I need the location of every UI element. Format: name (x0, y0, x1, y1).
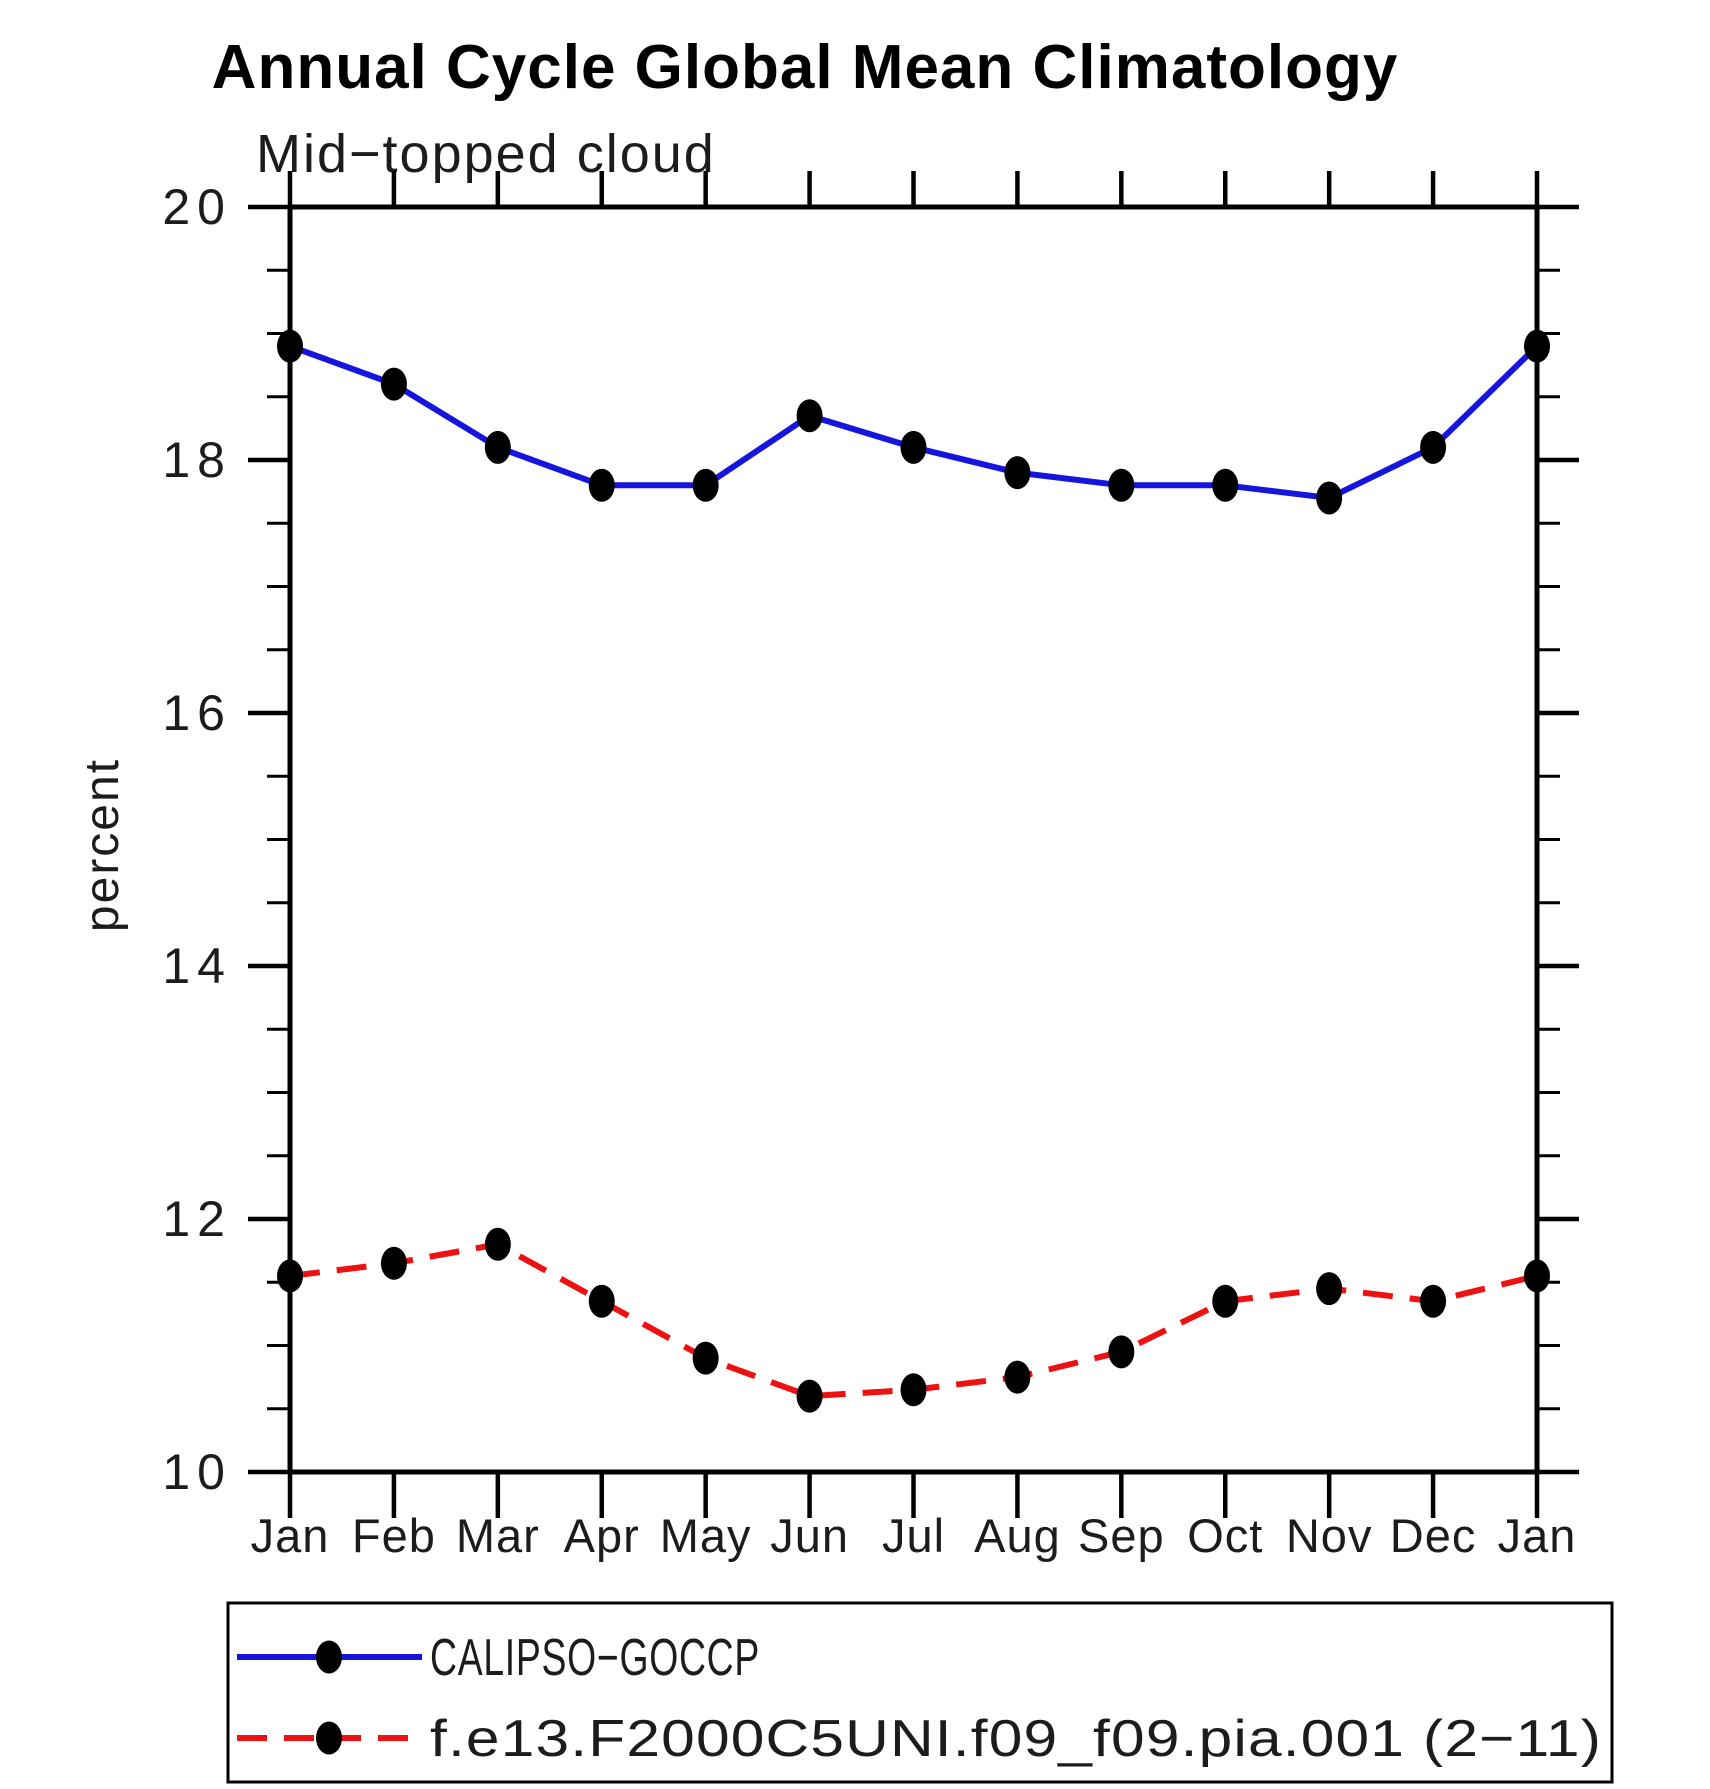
x-tick-label: Feb (352, 1509, 436, 1562)
y-tick-label: 10 (162, 1444, 232, 1500)
x-tick-label: Jul (882, 1509, 945, 1562)
chart-subtitle: Mid−topped cloud (256, 124, 716, 184)
data-point-marker (1212, 1284, 1239, 1318)
y-tick-label: 14 (162, 938, 232, 994)
legend-entry-label: f.e13.F2000C5UNI.f09_f09.pia.001 (2−11) (430, 1710, 1602, 1768)
legend-sample-marker (316, 1721, 342, 1755)
data-point-marker (484, 430, 511, 464)
x-tick-label: May (660, 1509, 752, 1562)
chart-title: Annual Cycle Global Mean Climatology (212, 33, 1399, 102)
y-tick-labels: 20 18 16 14 12 10 (162, 179, 232, 1500)
data-point-marker (692, 468, 719, 502)
x-tick-labels: Jan Feb Mar Apr May Jun Jul Aug Sep Oct Nov Dec Jan (251, 1509, 1577, 1562)
data-point-marker (1004, 456, 1031, 490)
x-tick-label: Sep (1078, 1509, 1165, 1562)
y-tick-label: 12 (162, 1191, 232, 1247)
data-point-marker (1316, 481, 1343, 515)
x-tick-label: Dec (1390, 1509, 1477, 1562)
data-point-marker (692, 1341, 719, 1375)
data-point-marker (796, 399, 823, 433)
observation-series-line (288, 343, 1540, 501)
x-tick-label: Nov (1286, 1509, 1373, 1562)
data-point-marker (900, 430, 927, 464)
data-point-marker (1108, 1335, 1135, 1369)
y-tick-label: 20 (162, 179, 232, 235)
data-point-marker (380, 1246, 407, 1280)
y-tick-label: 18 (162, 432, 232, 488)
data-point-marker (588, 1284, 615, 1318)
data-point-marker (1212, 468, 1239, 502)
data-point-marker (1420, 430, 1447, 464)
data-point-marker (484, 1227, 511, 1261)
x-tick-label: Jan (251, 1509, 330, 1562)
data-point-marker (1004, 1360, 1031, 1394)
data-point-marker (1316, 1272, 1343, 1306)
axis-ticks (248, 171, 1579, 1518)
data-point-marker (1420, 1284, 1447, 1318)
legend-box (226, 1601, 1614, 1784)
x-tick-label: Mar (456, 1509, 540, 1562)
data-point-marker (900, 1373, 927, 1407)
data-series (277, 329, 1550, 1413)
data-point-marker (796, 1379, 823, 1413)
data-point-marker (588, 468, 615, 502)
x-tick-label: Oct (1187, 1509, 1263, 1562)
y-axis-label: percent (76, 758, 129, 932)
x-tick-label: Jun (770, 1509, 849, 1562)
x-tick-label: Jan (1498, 1509, 1577, 1562)
data-point-marker (1108, 468, 1135, 502)
y-tick-label: 16 (162, 685, 232, 741)
x-tick-label: Aug (974, 1509, 1061, 1562)
legend: CALIPSO−GOCCP f.e13.F2000C5UNI.f09_f09.pi… (226, 1601, 1614, 1784)
plot-frame (287, 204, 1540, 1475)
legend-sample-marker (316, 1640, 342, 1674)
data-point-marker (380, 367, 407, 401)
x-tick-label: Apr (564, 1509, 640, 1562)
legend-entry-label: CALIPSO−GOCCP (430, 1629, 760, 1687)
